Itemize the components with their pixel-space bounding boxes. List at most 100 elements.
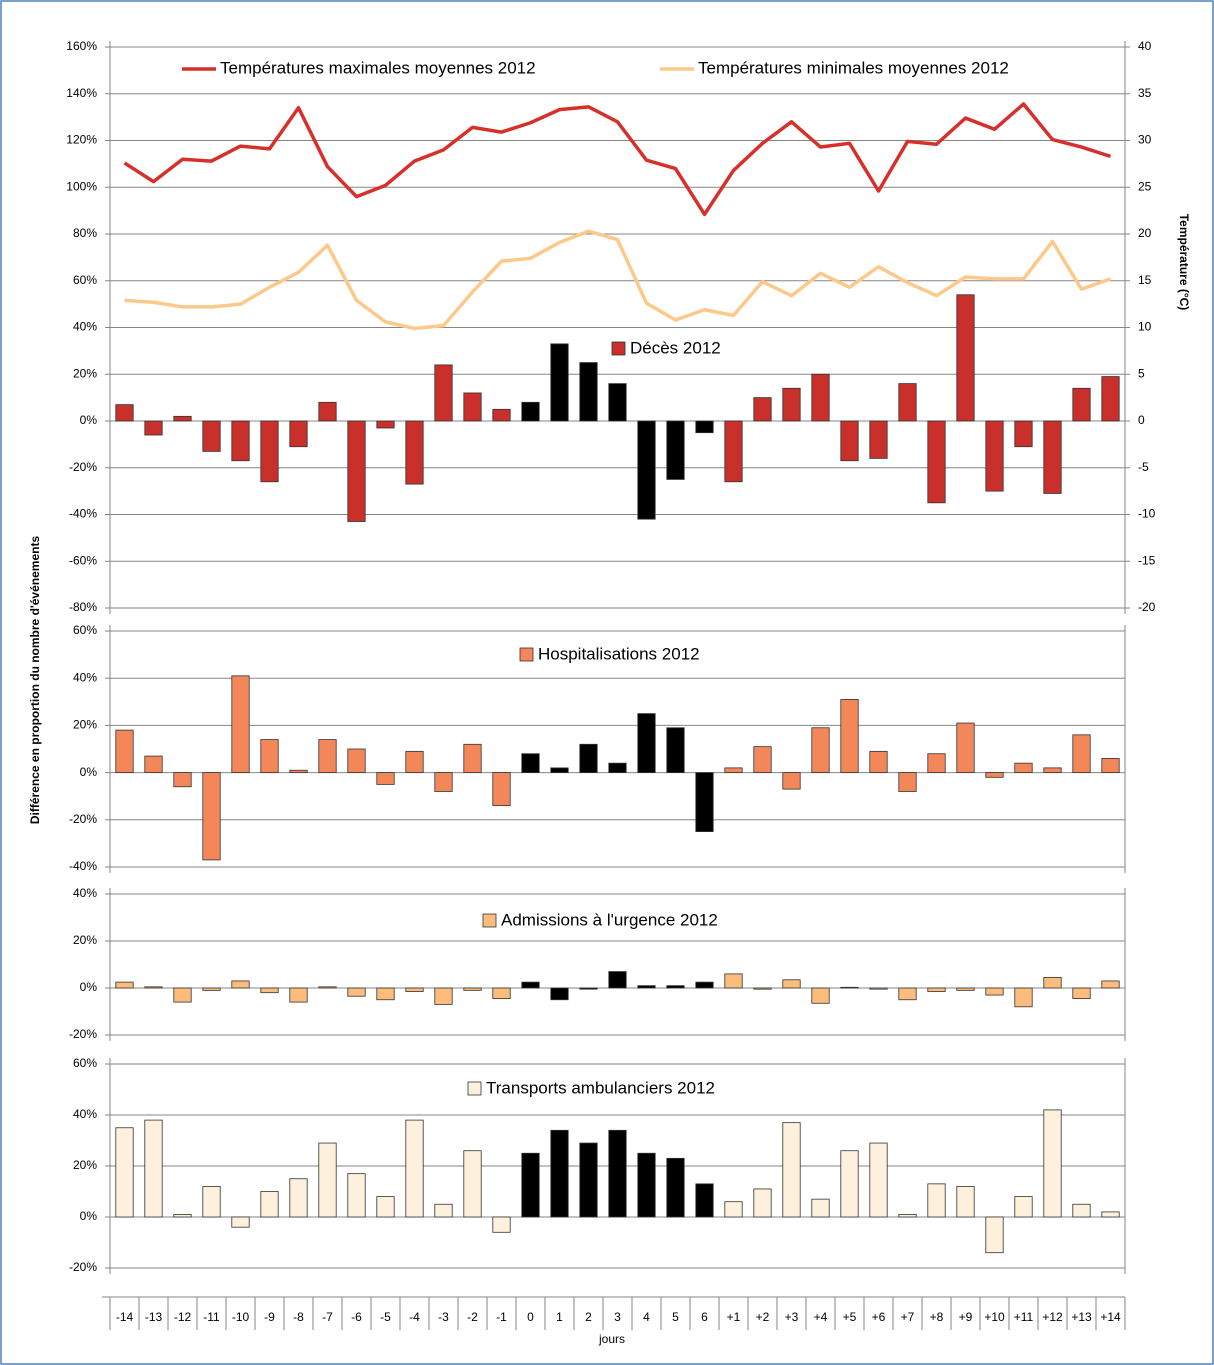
bar: [956, 987, 975, 991]
bar: [637, 985, 656, 989]
bar: [927, 420, 946, 504]
bar: [666, 985, 685, 989]
x-tick-label: +9: [959, 1310, 973, 1324]
bar: [1072, 1203, 1091, 1218]
bar: [376, 1196, 395, 1218]
bar: [637, 713, 656, 773]
bar: [724, 973, 743, 989]
bar: [898, 772, 917, 792]
x-tick-label: -6: [351, 1310, 362, 1324]
y-tick-label: 120%: [66, 133, 97, 147]
y-tick-label: 80%: [73, 226, 97, 240]
bar: [579, 743, 598, 774]
bar: [144, 1119, 163, 1218]
bar: [898, 987, 917, 1001]
bar: [840, 420, 859, 462]
bar: [550, 987, 569, 1001]
bar: [608, 1129, 627, 1218]
x-tick-label: -3: [438, 1310, 449, 1324]
bar: [1043, 767, 1062, 774]
bar: [492, 987, 511, 999]
bar: [405, 420, 424, 485]
bar: [1043, 977, 1062, 989]
y2-tick-label: -10: [1138, 507, 1156, 521]
bar: [260, 739, 279, 773]
x-tick-label: -2: [467, 1310, 478, 1324]
bar: [231, 675, 250, 774]
x-tick-label: +2: [756, 1310, 770, 1324]
bar: [492, 408, 511, 422]
bar: [695, 772, 714, 832]
bar: [434, 987, 453, 1005]
y-tick-label: -20%: [69, 1027, 97, 1041]
bar: [463, 1150, 482, 1218]
bar: [202, 987, 221, 991]
bar: [492, 772, 511, 807]
bar: [1014, 1196, 1033, 1218]
bar: [608, 762, 627, 773]
bar: [579, 987, 598, 990]
x-tick-label: -5: [380, 1310, 391, 1324]
bar: [115, 981, 134, 989]
y2-tick-label: -20: [1138, 600, 1156, 614]
bar: [840, 986, 859, 989]
bar: [1072, 734, 1091, 774]
bar: [347, 987, 366, 997]
bar: [1101, 980, 1120, 989]
bar: [289, 1178, 308, 1218]
bar: [898, 1214, 917, 1218]
bar: [202, 1186, 221, 1218]
bar: [1014, 420, 1033, 448]
bar: [521, 401, 540, 422]
bar: [956, 294, 975, 422]
x-tick-label: -4: [409, 1310, 420, 1324]
bar: [202, 420, 221, 452]
y2-tick-label: 5: [1138, 366, 1145, 380]
line-series: [124, 229, 1112, 331]
y2-axis-title: Température (°C): [1177, 214, 1191, 311]
x-tick-label: +14: [1100, 1310, 1121, 1324]
bar: [144, 755, 163, 774]
bar: [811, 373, 830, 422]
x-tick-label: +6: [872, 1310, 886, 1324]
legend-swatch: [482, 913, 497, 928]
y-tick-label: 40%: [73, 886, 97, 900]
bar: [115, 1127, 134, 1218]
y-tick-label: -80%: [69, 600, 97, 614]
bar: [666, 1157, 685, 1218]
bar: [289, 420, 308, 448]
legend-label: Hospitalisations 2012: [538, 644, 700, 663]
bar: [376, 420, 395, 429]
bar: [434, 364, 453, 422]
y-tick-label: 20%: [73, 366, 97, 380]
y-tick-label: 0%: [80, 413, 98, 427]
bar: [985, 1216, 1004, 1254]
bar: [173, 1214, 192, 1218]
y-tick-label: 60%: [73, 1056, 97, 1070]
legend-label: Transports ambulanciers 2012: [486, 1078, 715, 1097]
bar: [956, 1186, 975, 1218]
legend-swatch: [467, 1081, 482, 1096]
x-tick-label: -8: [293, 1310, 304, 1324]
bar: [347, 420, 366, 522]
bar: [434, 772, 453, 792]
y-tick-label: 160%: [66, 39, 97, 53]
x-tick-label: 3: [614, 1310, 621, 1324]
bar: [869, 750, 888, 773]
legend-label: Admissions à l'urgence 2012: [501, 910, 718, 929]
bar: [318, 1142, 337, 1218]
bar: [173, 415, 192, 422]
bar: [1101, 1211, 1120, 1218]
bar: [927, 987, 946, 992]
bar: [1101, 376, 1120, 422]
y-tick-label: -40%: [69, 859, 97, 873]
bar: [637, 1152, 656, 1218]
x-tick-label: 2: [585, 1310, 592, 1324]
legend-label: Décès 2012: [630, 338, 721, 357]
bar: [695, 981, 714, 989]
bar: [869, 420, 888, 459]
bar: [1072, 987, 1091, 999]
bar: [1043, 1109, 1062, 1218]
